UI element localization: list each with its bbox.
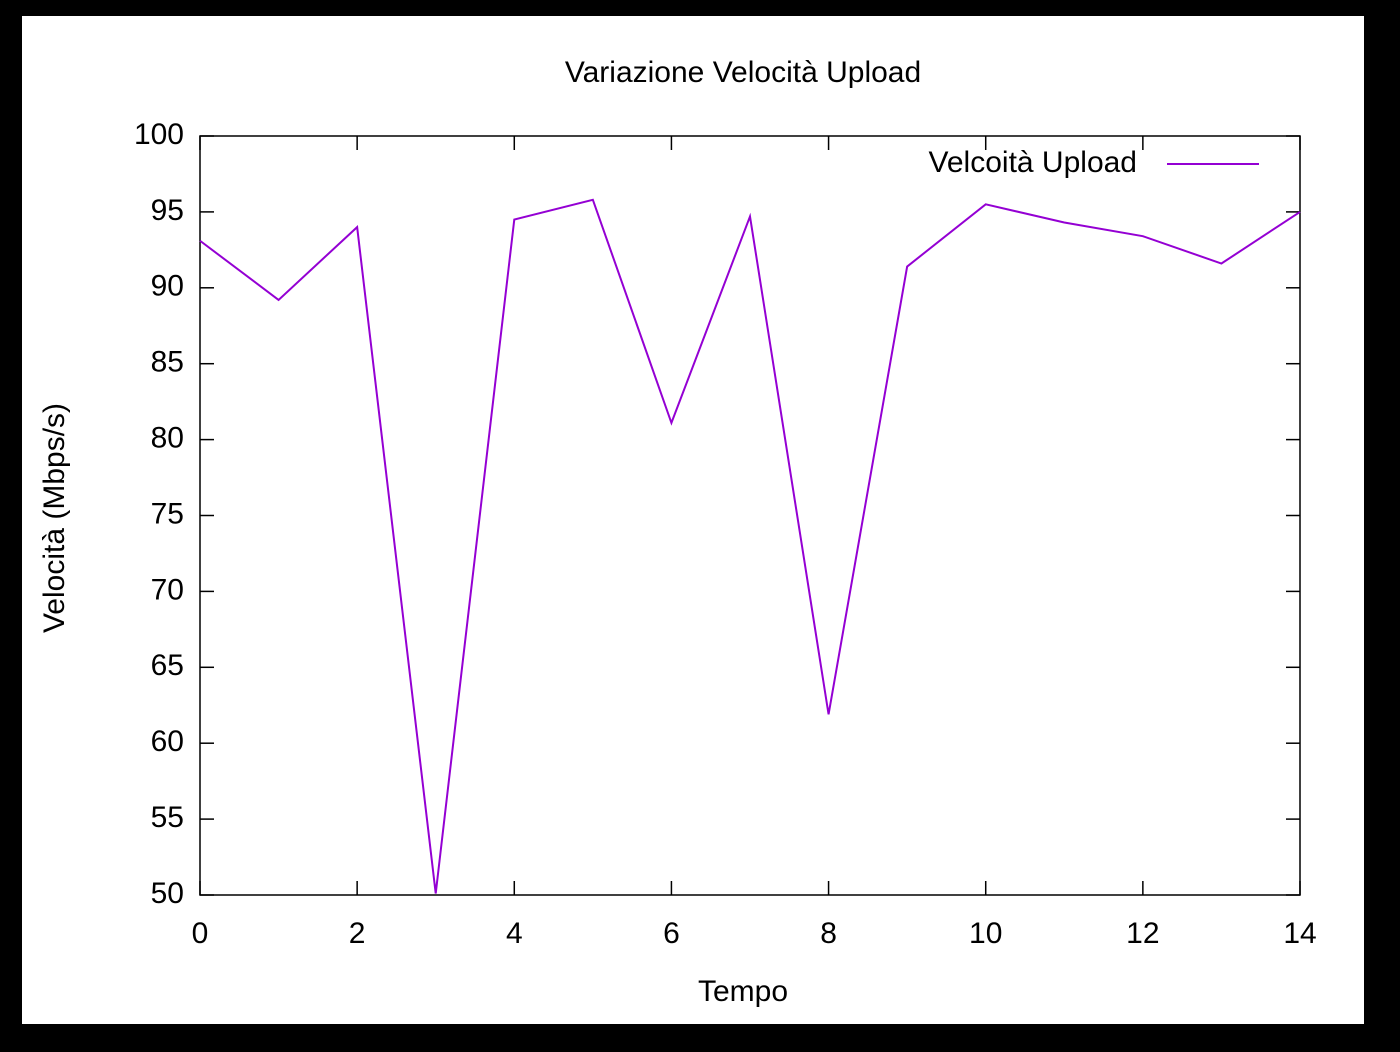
- x-axis-label: Tempo: [698, 975, 788, 1008]
- y-tick-label: 65: [151, 649, 184, 682]
- y-tick-label: 80: [151, 422, 184, 455]
- x-tick-label: 2: [349, 917, 366, 950]
- data-line: [199, 198, 1301, 894]
- x-tick-label: 14: [1283, 917, 1316, 950]
- y-tick-label: 75: [151, 497, 184, 530]
- y-tick-label: 85: [151, 346, 184, 379]
- chart-title: Variazione Velocità Upload: [565, 56, 921, 89]
- canvas: [22, 16, 1364, 1024]
- y-tick-label: 60: [151, 725, 184, 758]
- x-tick-label: 10: [969, 917, 1002, 950]
- legend-label: Velcoità Upload: [929, 146, 1137, 179]
- y-axis-label: Velocità (Mbps/s): [38, 403, 71, 633]
- x-tick-label: 12: [1126, 917, 1159, 950]
- x-tick-label: 6: [663, 917, 680, 950]
- x-tick-label: 4: [506, 917, 523, 950]
- y-tick-label: 70: [151, 573, 184, 606]
- y-tick-label: 95: [151, 194, 184, 227]
- y-tick-label: 55: [151, 801, 184, 834]
- x-tick-label: 0: [192, 917, 209, 950]
- y-tick-label: 90: [151, 270, 184, 303]
- x-tick-label: 8: [820, 917, 837, 950]
- y-tick-label: 100: [134, 118, 184, 151]
- y-tick-label: 50: [151, 877, 184, 910]
